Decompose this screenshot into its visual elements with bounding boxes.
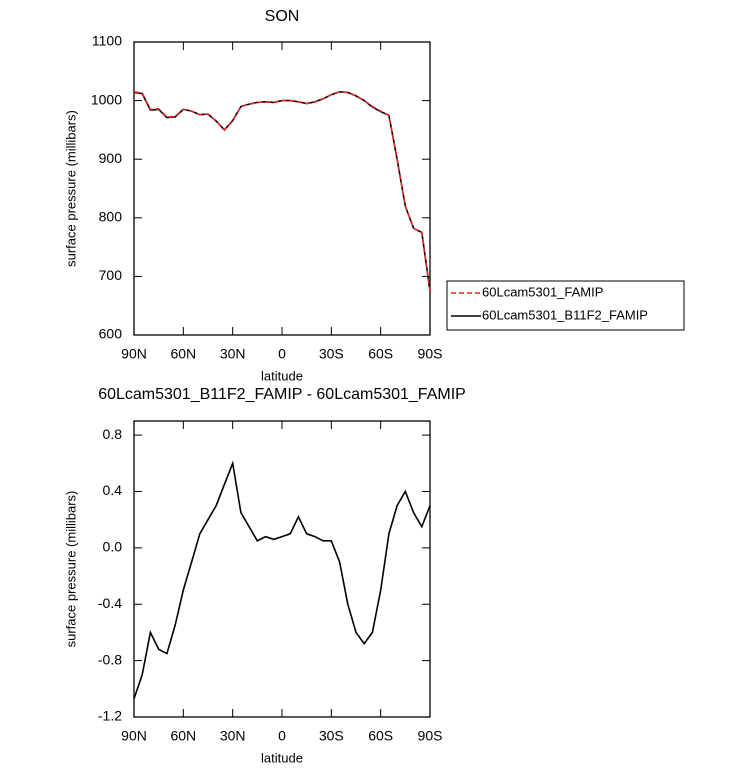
- x-tick-label: 30N: [220, 346, 246, 362]
- x-tick-label: 30S: [319, 346, 344, 362]
- data-line: [133, 90, 431, 292]
- data-line: [133, 460, 431, 699]
- y-tick-label: 800: [99, 209, 123, 225]
- x-tick-label: 60N: [170, 346, 196, 362]
- plot-frame: [133, 420, 431, 718]
- y-tick-label: 1100: [92, 33, 122, 49]
- x-tick-label: 30N: [220, 728, 246, 744]
- chart-title: SON: [265, 8, 300, 25]
- x-tick-label: 60N: [170, 728, 196, 744]
- x-axis-label: latitude: [261, 368, 303, 383]
- legend-box: [446, 280, 685, 331]
- data-line: [133, 90, 431, 292]
- x-tick-label: 90N: [121, 346, 147, 362]
- y-tick-label: 700: [99, 267, 123, 283]
- y-tick-label: -1.2: [98, 708, 122, 724]
- x-tick-label: 60S: [368, 728, 393, 744]
- y-tick-label: 0.0: [103, 539, 123, 555]
- y-tick-label: 1000: [91, 91, 122, 107]
- x-tick-label: 0: [278, 346, 286, 362]
- x-tick-label: 30S: [319, 728, 344, 744]
- chart-title: 60Lcam5301_B11F2_FAMIP - 60Lcam5301_FAMI…: [98, 386, 466, 403]
- y-tick-label: 900: [99, 150, 123, 166]
- y-tick-label: -0.4: [98, 595, 122, 611]
- y-tick-label: 600: [99, 326, 123, 342]
- x-tick-label: 90S: [418, 728, 443, 744]
- y-axis-label: surface pressure (millibars): [63, 491, 78, 648]
- plot-frame: [133, 41, 431, 336]
- y-tick-label: 0.8: [103, 426, 123, 442]
- x-tick-label: 60S: [368, 346, 393, 362]
- y-tick-label: 0.4: [103, 482, 123, 498]
- legend-label: 60Lcam5301_B11F2_FAMIP: [482, 307, 648, 322]
- x-tick-label: 90N: [121, 728, 147, 744]
- y-axis-label: surface pressure (millibars): [63, 110, 78, 267]
- y-tick-label: -0.8: [98, 651, 122, 667]
- x-tick-label: 90S: [418, 346, 443, 362]
- legend-label: 60Lcam5301_FAMIP: [482, 284, 603, 299]
- x-axis-label: latitude: [261, 750, 303, 765]
- x-tick-label: 0: [278, 728, 286, 744]
